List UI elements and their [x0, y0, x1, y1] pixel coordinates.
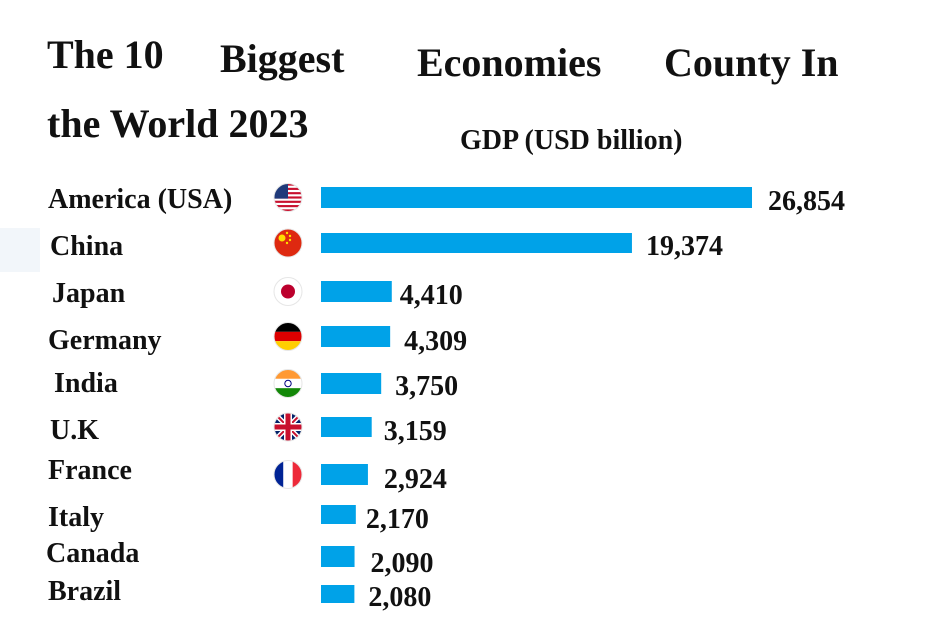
category-label-1: China [50, 231, 123, 262]
value-label-4: 3,750 [395, 371, 458, 402]
bar-0 [321, 187, 752, 208]
uk-flag-icon [273, 412, 303, 442]
usa-flag-icon [273, 183, 303, 212]
value-label-9: 2,080 [368, 582, 431, 613]
value-label-6: 2,924 [384, 464, 447, 495]
chart-title-part-1: The 10 [47, 32, 164, 77]
category-label-9: Brazil [48, 576, 121, 607]
value-label-7: 2,170 [366, 504, 429, 535]
category-label-3: Germany [48, 325, 162, 356]
chart-subtitle: GDP (USD billion) [460, 125, 683, 156]
category-label-2: Japan [52, 278, 126, 309]
chart-title-part-3: Economies [417, 40, 602, 85]
value-label-2: 4,410 [400, 280, 463, 311]
category-label-8: Canada [46, 538, 139, 569]
bar-8 [321, 546, 355, 567]
category-label-5: U.K [50, 415, 99, 446]
germany-flag-icon [273, 322, 303, 351]
category-label-6: France [48, 455, 132, 486]
category-label-4: India [54, 368, 118, 399]
value-label-0: 26,854 [768, 186, 845, 217]
value-label-5: 3,159 [384, 416, 447, 447]
chart-title-part-4: County In [664, 40, 839, 85]
chart-title-part-5: the World 2023 [47, 101, 309, 146]
chart-title-part-2: Biggest [220, 36, 345, 81]
china-flag-icon [273, 228, 303, 258]
japan-flag-icon [273, 277, 303, 306]
background-artifact [0, 228, 40, 272]
value-label-1: 19,374 [646, 231, 723, 262]
bar-9 [321, 585, 355, 603]
value-label-8: 2,090 [371, 548, 434, 579]
bar-6 [321, 464, 368, 485]
flags [273, 183, 303, 489]
india-flag-icon [273, 369, 303, 398]
value-label-3: 4,309 [404, 326, 467, 357]
bar-7 [321, 505, 356, 524]
france-flag-icon [273, 460, 303, 489]
bar-5 [321, 417, 372, 437]
bar-2 [321, 281, 392, 302]
bar-3 [321, 326, 391, 347]
bar-4 [321, 373, 382, 394]
bar-1 [321, 233, 632, 253]
category-label-0: America (USA) [48, 184, 232, 215]
category-label-7: Italy [48, 502, 104, 533]
